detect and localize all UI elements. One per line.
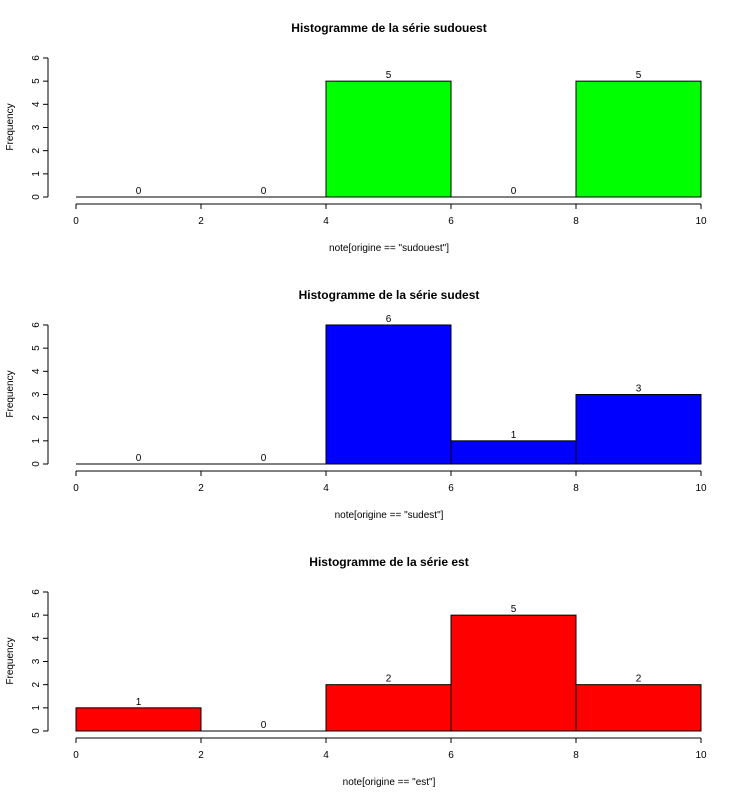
y-tick-label: 5 <box>31 612 42 618</box>
histogram-bar <box>575 684 702 732</box>
bar-count-label: 2 <box>386 674 392 685</box>
x-axis-label: note[origine == "sudest"] <box>335 510 444 521</box>
y-tick-label: 1 <box>31 705 42 711</box>
y-axis-label: Frequency <box>5 637 16 684</box>
x-tick-label: 2 <box>198 483 204 494</box>
y-tick-label: 2 <box>31 414 42 420</box>
histogram-bar <box>450 440 577 465</box>
histogram-panel-est: Histogramme de la série est note[origine… <box>5 555 707 788</box>
x-tick-label: 0 <box>73 750 79 761</box>
y-axis-label: Frequency <box>5 103 16 150</box>
x-tick-label: 6 <box>448 750 454 761</box>
bar-count-label: 1 <box>136 697 142 708</box>
histogram-bar <box>325 324 452 465</box>
bar-count-label: 1 <box>511 430 517 441</box>
y-tick-label: 6 <box>31 55 42 61</box>
y-tick-label: 1 <box>31 171 42 177</box>
bar-count-label: 5 <box>511 604 517 615</box>
x-tick-label: 10 <box>695 750 707 761</box>
y-tick-label: 2 <box>31 147 42 153</box>
bar-count-label: 5 <box>386 70 392 81</box>
x-tick-label: 0 <box>73 216 79 227</box>
x-tick-label: 4 <box>323 483 329 494</box>
bar-count-label: 0 <box>261 186 267 197</box>
x-tick-label: 8 <box>573 750 579 761</box>
x-tick-label: 6 <box>448 483 454 494</box>
x-tick-label: 4 <box>323 750 329 761</box>
chart-title: Histogramme de la série sudest <box>299 288 480 302</box>
histogram-bar <box>325 80 452 198</box>
y-tick-label: 0 <box>31 194 42 200</box>
x-tick-label: 8 <box>573 483 579 494</box>
y-tick-label: 6 <box>31 589 42 595</box>
x-tick-label: 10 <box>695 483 707 494</box>
y-tick-label: 4 <box>31 368 42 374</box>
y-tick-label: 3 <box>31 124 42 130</box>
y-tick-label: 4 <box>31 635 42 641</box>
x-axis-label: note[origine == "est"] <box>343 777 436 788</box>
x-tick-label: 2 <box>198 216 204 227</box>
x-tick-label: 6 <box>448 216 454 227</box>
histogram-bar <box>575 393 702 465</box>
y-tick-label: 5 <box>31 345 42 351</box>
histogram-panel-sudest: Histogramme de la série sudest note[orig… <box>5 288 707 521</box>
y-tick-label: 4 <box>31 101 42 107</box>
y-tick-label: 1 <box>31 438 42 444</box>
chart-title: Histogramme de la série est <box>309 555 468 569</box>
x-tick-label: 0 <box>73 483 79 494</box>
x-tick-label: 4 <box>323 216 329 227</box>
bar-count-label: 0 <box>261 453 267 464</box>
histogram-bar <box>75 707 202 732</box>
histogram-bar <box>450 614 577 732</box>
y-tick-label: 6 <box>31 322 42 328</box>
y-tick-label: 3 <box>31 658 42 664</box>
y-tick-label: 3 <box>31 391 42 397</box>
histogram-bar <box>575 80 702 198</box>
y-tick-label: 0 <box>31 728 42 734</box>
chart-title: Histogramme de la série sudouest <box>291 21 486 35</box>
bar-count-label: 6 <box>386 314 392 325</box>
y-tick-label: 5 <box>31 78 42 84</box>
histogram-panel-sudouest: Histogramme de la série sudouest note[or… <box>5 21 707 254</box>
x-tick-label: 8 <box>573 216 579 227</box>
y-tick-label: 0 <box>31 461 42 467</box>
x-tick-label: 2 <box>198 750 204 761</box>
bar-count-label: 2 <box>636 674 642 685</box>
bar-count-label: 5 <box>636 70 642 81</box>
x-tick-label: 10 <box>695 216 707 227</box>
bar-count-label: 0 <box>136 453 142 464</box>
y-axis-label: Frequency <box>5 370 16 417</box>
bar-count-label: 0 <box>136 186 142 197</box>
x-axis-label: note[origine == "sudouest"] <box>329 243 449 254</box>
y-tick-label: 2 <box>31 681 42 687</box>
bar-count-label: 0 <box>261 720 267 731</box>
bar-count-label: 0 <box>511 186 517 197</box>
bar-count-label: 3 <box>636 383 642 394</box>
histogram-bar <box>325 684 452 732</box>
